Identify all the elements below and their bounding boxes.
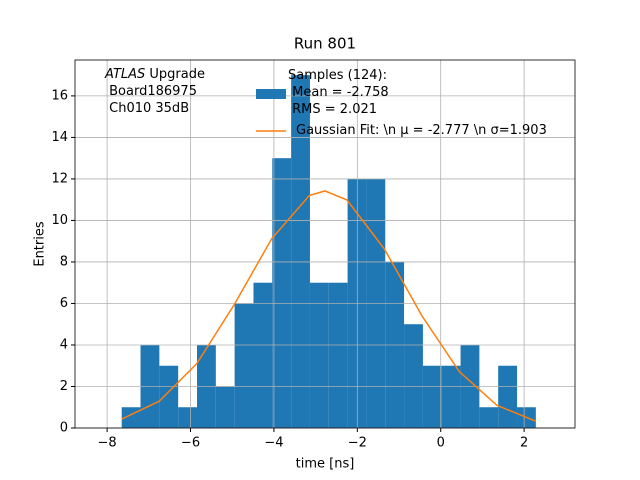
x-tick-label: 2: [520, 436, 528, 451]
bar: [479, 407, 499, 428]
y-tick-label: 12: [51, 171, 68, 186]
bar: [328, 282, 348, 428]
bar: [159, 365, 179, 428]
annotation: ATLAS Upgrade Board186975 Ch010 35dB: [105, 66, 205, 117]
axes-frame: [74, 59, 576, 429]
bar: [498, 365, 518, 428]
legend-label: Gaussian Fit: \n μ = -2.777 \n σ=1.903: [296, 123, 547, 138]
bar: [272, 158, 292, 428]
y-tick-label: 0: [60, 421, 68, 436]
legend-label: Samples (124): Mean = -2.758 RMS = 2.021: [288, 68, 389, 117]
bar: [253, 282, 273, 428]
fit-line: [121, 190, 537, 422]
y-tick-label: 2: [60, 379, 68, 394]
bar: [404, 324, 423, 428]
y-tick-label: 10: [51, 213, 68, 228]
x-axis-label: time [ns]: [296, 457, 355, 472]
y-tick-label: 6: [60, 296, 68, 311]
bar: [215, 386, 235, 428]
legend-swatch: [256, 89, 286, 99]
annotation-text: Board186975: [105, 84, 197, 99]
bar: [309, 282, 329, 428]
annotation-text: Upgrade: [145, 67, 205, 82]
bar: [234, 303, 254, 428]
bar: [422, 365, 442, 428]
y-axis-label: Entries: [33, 221, 48, 267]
x-tick-label: −2: [348, 436, 367, 451]
chart-title: Run 801: [294, 35, 356, 53]
y-tick-label: 4: [60, 337, 68, 352]
x-tick-label: −8: [98, 436, 117, 451]
x-tick-label: −4: [264, 436, 283, 451]
y-tick-label: 16: [51, 88, 68, 103]
annotation-text: ATLAS: [105, 67, 146, 82]
bar: [291, 75, 310, 428]
bar: [441, 365, 461, 428]
bar: [178, 407, 198, 428]
x-tick-label: −6: [181, 436, 200, 451]
x-tick-label: 0: [437, 436, 445, 451]
annotation-text: Ch010 35dB: [105, 101, 190, 116]
y-tick-label: 8: [60, 254, 68, 269]
y-tick-label: 14: [51, 130, 68, 145]
